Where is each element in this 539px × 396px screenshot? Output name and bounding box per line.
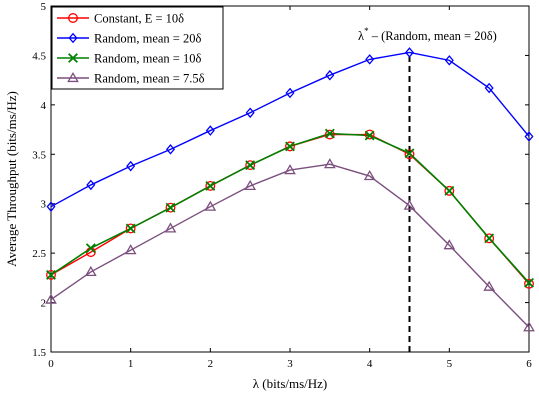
data-point [46,269,56,280]
data-point [483,280,496,291]
data-point [324,128,335,139]
data-point [444,185,455,196]
data-point [204,200,217,211]
data-point [524,277,534,288]
data-point [443,239,456,250]
data-point [403,199,416,210]
data-point [84,265,97,277]
data-point [45,293,57,304]
data-point [205,180,216,191]
legend-label: Random, mean = 10δ [94,52,201,66]
data-point [86,179,96,191]
data-point [285,141,295,152]
x-tick-label: 1 [128,358,134,370]
data-point [363,170,376,181]
annotation-main: λ [358,29,364,43]
y-tick-label: 4 [41,100,47,112]
y-tick-label: 2 [41,298,47,310]
y-tick-label: 4.5 [32,50,46,62]
data-point [404,148,415,159]
series-group [45,47,535,332]
data-point [124,244,137,255]
data-point [484,233,495,244]
data-point [68,53,78,63]
x-tick-label: 5 [447,358,453,370]
legend-label: Random, mean = 7.5δ [94,72,205,86]
data-point [85,243,96,254]
data-point [244,179,257,191]
data-point [285,87,295,99]
x-tick-label: 0 [48,358,54,370]
data-point [365,54,375,65]
data-point [46,269,56,280]
data-point [245,107,255,119]
data-point [68,13,78,23]
series-line [50,51,530,208]
x-tick-label: 3 [287,358,293,370]
y-tick-label: 5 [41,1,47,13]
data-point [245,160,256,171]
data-point [284,164,296,175]
legend-box [51,6,224,90]
data-point [68,32,78,44]
x-tick-label: 6 [526,358,532,370]
y-axis-label: Average Throughput (bits/ms/Hz) [4,91,19,267]
data-point [404,149,415,160]
data-point [444,185,455,196]
data-point [524,131,534,142]
data-point [205,125,215,136]
data-point [125,223,136,234]
x-tick-label: 4 [367,358,373,370]
data-point [364,130,375,141]
data-point [46,201,56,212]
data-point [67,71,79,83]
series-line [50,163,530,328]
data-point [165,202,176,213]
annotation-sup: * [364,26,369,36]
data-point [165,202,176,213]
data-point [323,158,336,169]
data-point [325,69,335,81]
data-point [164,222,177,233]
annotation-rest: – (Random, mean = 20δ) [369,29,497,43]
legend-label: Random, mean = 20δ [94,32,201,46]
legend: Constant, E = 10δ Random, mean = 20δ Rando… [51,6,224,90]
axis-ticks: 0 1 2 3 4 5 6 1.5 2 2.5 3 3.5 4 4.5 5 [32,1,532,370]
data-point [484,233,495,244]
data-point [523,321,535,332]
y-tick-label: 3.5 [32,149,46,161]
y-tick-label: 1.5 [32,347,46,359]
data-point [165,144,176,155]
data-point [324,129,335,140]
data-point [245,160,256,171]
data-point [524,278,534,289]
y-tick-label: 2.5 [32,248,46,260]
data-point [484,82,494,94]
data-point [126,160,136,172]
data-point [404,47,415,58]
data-point [444,55,454,66]
optimal-lambda-annotation: λ* – (Random, mean = 20δ) [358,26,497,43]
x-tick-label: 2 [208,358,214,370]
y-tick-label: 3 [41,199,47,211]
data-point [285,141,295,152]
data-point [205,180,216,191]
data-point [125,223,136,234]
x-axis-label: λ (bits/ms/Hz) [253,376,328,391]
legend-label: Constant, E = 10δ [94,12,184,26]
data-point [364,129,375,140]
